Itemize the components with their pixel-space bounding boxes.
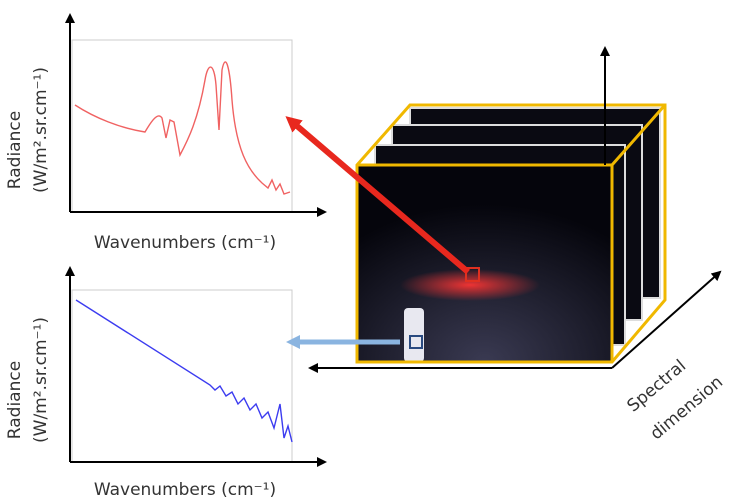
y-unit: (W/m².sr.cm⁻¹)	[31, 67, 51, 193]
plot-top: Radiance (W/m².sr.cm⁻¹) Wavenumbers (cm⁻…	[5, 15, 325, 253]
diagram: Radiance (W/m².sr.cm⁻¹) Wavenumbers (cm⁻…	[0, 0, 752, 502]
y-unit: (W/m².sr.cm⁻¹)	[31, 317, 51, 443]
spectrum-curve	[76, 300, 292, 442]
spectrum-curve	[75, 62, 290, 194]
plot-frame	[72, 40, 292, 212]
y-label: Radiance	[5, 111, 25, 189]
y-label: Radiance	[5, 361, 25, 439]
plume	[400, 269, 540, 301]
x-label: Wavenumbers (cm⁻¹)	[94, 233, 276, 253]
x-label: Wavenumbers (cm⁻¹)	[94, 480, 276, 500]
plot-frame	[72, 290, 292, 462]
plot-bottom: Radiance (W/m².sr.cm⁻¹) Wavenumbers (cm⁻…	[5, 268, 325, 500]
hypercube: Spectral dimension	[310, 48, 727, 444]
image-frame	[357, 165, 612, 362]
